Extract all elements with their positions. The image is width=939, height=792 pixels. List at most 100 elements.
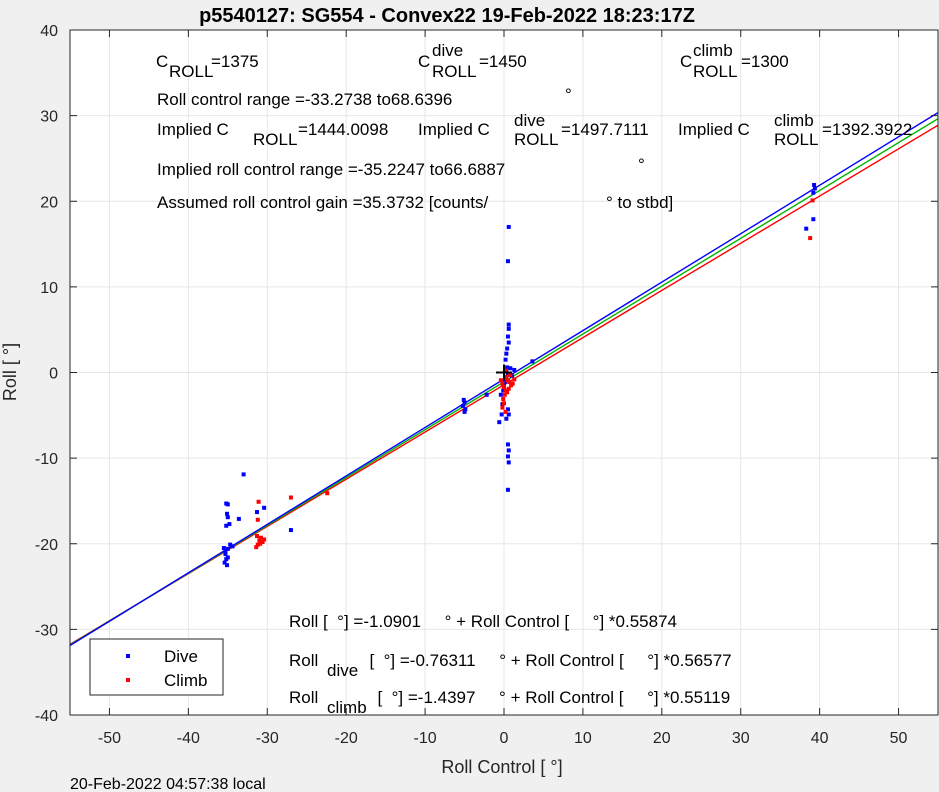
climb-point [500, 405, 505, 410]
dive-point [241, 472, 246, 477]
x-tick-label: -10 [414, 730, 437, 747]
dive-point [227, 522, 232, 527]
dive-point [462, 409, 467, 414]
dive-point [506, 448, 511, 453]
implied-2-sub: ROLL [514, 130, 558, 149]
climb-point [507, 379, 512, 384]
dive-point [497, 420, 502, 425]
climb-point [502, 392, 507, 397]
x-tick-label: -20 [335, 730, 358, 747]
x-tick-label: 50 [890, 730, 908, 747]
climb-point [325, 491, 330, 496]
dive-point [225, 563, 230, 568]
dive-point [223, 549, 228, 554]
dive-point [506, 412, 511, 417]
climb-point [255, 542, 260, 547]
climb-point [498, 378, 503, 383]
dive-point [804, 226, 809, 231]
implied-2-sup: dive [514, 111, 545, 130]
implied-2-label: Implied C [418, 120, 490, 139]
y-tick-label: -40 [35, 708, 58, 725]
dive-point [811, 190, 816, 195]
climb-point [255, 517, 260, 522]
x-tick-label: -50 [98, 730, 121, 747]
legend-box [89, 638, 224, 696]
dive-point [225, 511, 230, 516]
dive-point [224, 523, 229, 528]
legend-climb-marker [126, 678, 130, 682]
dive-point [221, 546, 226, 551]
dive-point [463, 407, 468, 412]
legend: Dive Climb [89, 638, 224, 696]
dive-point [505, 365, 510, 370]
y-tick-label: -20 [35, 537, 58, 554]
axis-ticks: -50 -40 -30 -20 -10 0 10 20 30 40 50 -40 -30 -20 -10 0 1… [35, 23, 938, 747]
dive-point [508, 366, 513, 371]
dive-point [505, 334, 510, 339]
x-tick-label: 20 [653, 730, 671, 747]
c-roll-dive-value: =1450 [479, 52, 527, 71]
dive-point [505, 454, 510, 459]
c-roll-value: =1375 [211, 52, 259, 71]
climb-point [260, 540, 265, 545]
dive-point [506, 340, 511, 345]
chart-title: p5540127: SG554 - Convex22 19-Feb-2022 1… [199, 5, 695, 27]
footer-timestamp: 20-Feb-2022 04:57:38 local [70, 776, 266, 792]
climb-point [810, 198, 815, 203]
equation-roll-climb: Roll climb [ °] =-1.4397 ° + Roll Contro… [289, 688, 730, 717]
climb-point [500, 381, 505, 386]
y-tick-label: 10 [40, 280, 58, 297]
c-roll-climb-sup: climb [693, 41, 733, 60]
y-tick-label: 40 [40, 23, 58, 40]
dive-point [505, 407, 510, 412]
climb-point [505, 390, 510, 395]
climb-point [254, 545, 259, 550]
dive-point [503, 357, 508, 362]
climb-point [503, 368, 508, 373]
y-tick-label: -30 [35, 622, 58, 639]
dive-point [504, 416, 509, 421]
climb-point [504, 374, 509, 379]
dive-point [230, 544, 235, 549]
equation-roll: Roll [ °] =-1.0901 ° + Roll Control [ °]… [289, 612, 677, 631]
climb-point [508, 373, 513, 378]
dive-point [225, 502, 230, 507]
dive-point [255, 510, 260, 515]
dive-point [262, 505, 267, 510]
climb-point [257, 538, 262, 543]
y-tick-label: 0 [49, 366, 58, 383]
climb-point [255, 534, 260, 539]
eq3-sub: climb [327, 698, 367, 717]
stray-degree-mark-1: ° [565, 85, 572, 104]
climb-point [502, 385, 506, 390]
dive-point [228, 542, 233, 547]
implied-3-value: =1392.3922 [822, 120, 912, 139]
eq3-label: Roll [289, 688, 318, 707]
roll-control-range: Roll control range =-33.2738 to68.6396 [157, 90, 452, 109]
c-roll-climb-value: =1300 [741, 52, 789, 71]
gain-text-end: ° to stbd] [606, 193, 673, 212]
dive-point [484, 392, 489, 397]
x-tick-label: -40 [177, 730, 200, 747]
dive-point [499, 412, 504, 417]
gain-text-start: Assumed roll control gain =35.3732 [coun… [157, 193, 489, 212]
dive-point [506, 326, 511, 331]
dive-point [223, 552, 228, 557]
implied-3-label: Implied C [678, 120, 750, 139]
annotation-implied-3: Implied C climb ROLL =1392.3922 [678, 111, 912, 149]
legend-climb-label: Climb [164, 671, 207, 690]
y-axis-label: Roll [ °] [0, 343, 20, 401]
climb-point [258, 535, 263, 540]
dive-point [502, 379, 507, 384]
x-tick-label: -30 [256, 730, 279, 747]
dive-point [460, 403, 465, 408]
dive-point [812, 186, 817, 191]
dive-point [512, 367, 517, 372]
annotation-c-roll: C ROLL =1375 [156, 52, 259, 81]
annotation-implied-2: Implied C dive ROLL =1497.7111 [418, 111, 649, 149]
implied-2-value: =1497.7111 [561, 120, 649, 139]
climb-point [501, 397, 506, 402]
dive-point [505, 487, 510, 492]
climb-point [288, 495, 293, 500]
